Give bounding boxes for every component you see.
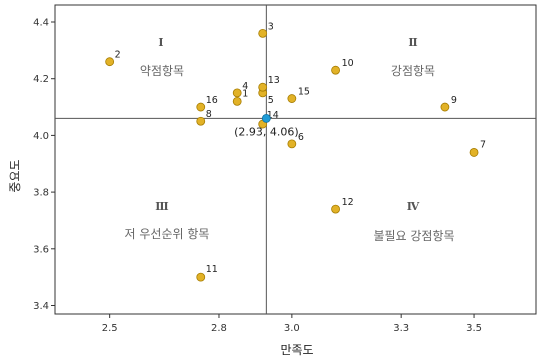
y-tick-label: 3.8 (33, 188, 49, 199)
data-point (232, 88, 242, 98)
x-tick-label: 2.8 (211, 323, 227, 334)
quadrant-4-name: 불필요 강점항목 (373, 229, 454, 243)
quadrant-1-numeral: Ⅰ (158, 36, 163, 49)
reference-point (261, 113, 271, 123)
x-axis-label: 만족도 (280, 343, 313, 357)
axes: 2.5 2.8 3.0 3.3 3.5 3.4 3.6 3.8 4.0 4.2 4.4 (33, 5, 536, 334)
data-point-label: 2 (115, 50, 121, 61)
data-point-label: 11 (206, 264, 218, 275)
data-point (232, 96, 242, 106)
plot-border (54, 4, 537, 315)
x-tick-label: 3.3 (393, 323, 409, 334)
data-point-label: 6 (298, 132, 304, 143)
y-tick-label: 4.4 (33, 18, 49, 29)
quadrant-3-name: 저 우선순위 항목 (125, 227, 210, 241)
x-tick-label: 3.0 (284, 323, 300, 334)
data-point (287, 94, 297, 103)
x-tick-label: 2.5 (102, 323, 118, 334)
reference-point-label: (2.93, 4.06) (234, 125, 299, 138)
data-point (331, 204, 340, 214)
data-point (258, 82, 268, 92)
quadrant-2-name: 강점항목 (391, 64, 435, 78)
data-point (258, 28, 268, 38)
data-point-label: 7 (480, 139, 486, 150)
quadrant-4-numeral: Ⅳ (407, 200, 420, 213)
data-point-label: 1 (242, 88, 248, 99)
data-point-label: 8 (206, 109, 212, 120)
quadrant-1-name: 약점항목 (140, 63, 184, 78)
data-point-label: 12 (342, 197, 354, 208)
data-point-label: 13 (268, 75, 280, 86)
data-point (196, 102, 206, 112)
data-point-label: 14 (267, 110, 279, 121)
quadrant-3-numeral: Ⅲ (155, 200, 168, 213)
data-point-label: 4 (242, 81, 248, 92)
y-tick-label: 3.6 (33, 244, 49, 255)
data-point-label: 5 (268, 95, 274, 106)
data-point-label: 16 (206, 95, 218, 106)
y-tick-label: 3.4 (33, 301, 49, 312)
reference-point-group: (2.93, 4.06) (234, 113, 299, 138)
x-tick-label: 3.5 (466, 323, 482, 334)
y-axis-label: 중요도 (8, 159, 22, 192)
data-point (105, 57, 115, 67)
plot-frame (54, 4, 537, 315)
data-point (196, 272, 206, 282)
data-point-label: 10 (342, 58, 354, 69)
data-point (469, 148, 479, 157)
y-tick-label: 4.2 (33, 74, 49, 85)
data-point-label: 15 (298, 87, 310, 98)
y-tick-label: 4.0 (33, 131, 49, 142)
data-point (440, 102, 450, 112)
data-point (331, 65, 340, 75)
data-point-label: 3 (268, 21, 274, 32)
data-point (287, 139, 297, 149)
quadrant-2-numeral: Ⅱ (408, 36, 417, 49)
quadrant-labels: Ⅰ 약점항목 Ⅱ 강점항목 Ⅲ 저 우선순위 항목 Ⅳ 불필요 강점항목 (125, 36, 455, 243)
data-point-label: 9 (451, 95, 457, 106)
data-point (196, 116, 206, 126)
